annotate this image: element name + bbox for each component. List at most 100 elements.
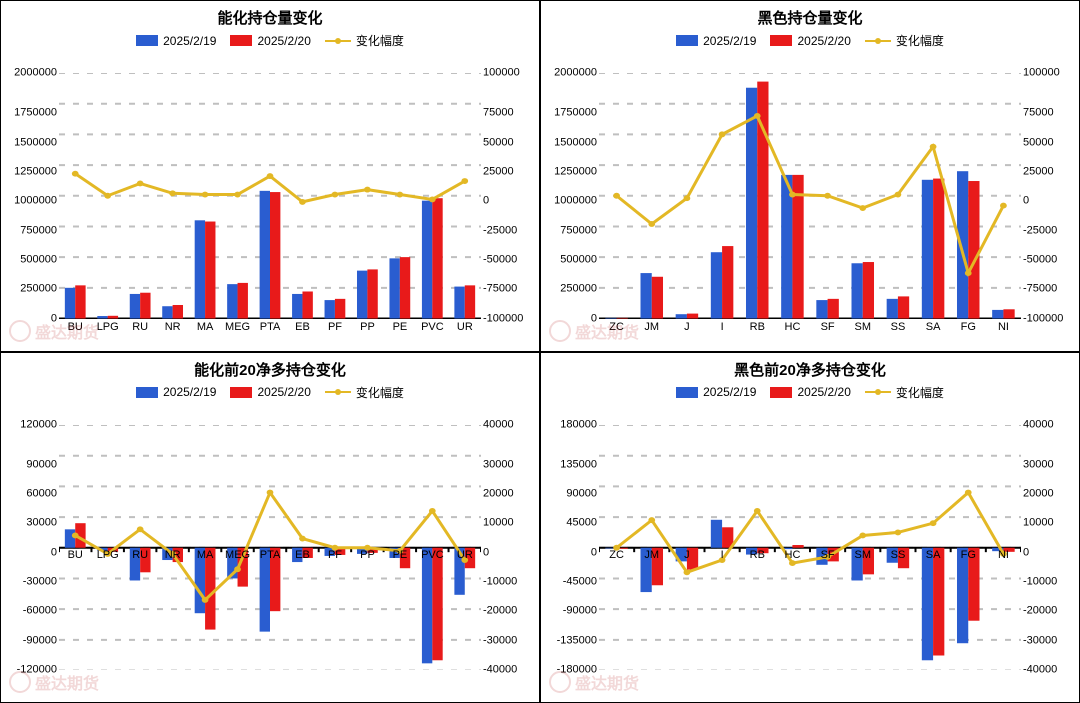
y2-tick-label: 0 <box>1023 196 1029 207</box>
watermark: 盛达期货 <box>549 670 639 694</box>
legend-item-line: 变化幅度 <box>325 384 404 401</box>
y1-tick-label: 120000 <box>20 419 57 430</box>
legend-item-bar1: 2025/2/19 <box>676 34 756 48</box>
x-tick-label: HC <box>775 321 810 351</box>
legend-swatch-bar2 <box>770 387 792 398</box>
legend: 2025/2/19 2025/2/20 变化幅度 <box>541 384 1079 401</box>
y2-tick-label: 20000 <box>1023 489 1054 500</box>
legend-swatch-bar2 <box>230 35 252 46</box>
chart-panel: 黑色前20净多持仓变化2025/2/192025/2/20变化幅度1800001… <box>540 352 1080 703</box>
x-tick-label: HC <box>775 549 810 567</box>
x-tick-label: RB <box>740 549 775 567</box>
y1-tick-label: 1000000 <box>14 196 57 207</box>
y2-tick-label: 30000 <box>483 459 514 470</box>
y2-tick-label: -75000 <box>483 284 517 295</box>
y2-tick-label: -100000 <box>1023 313 1063 324</box>
legend-label-bar2: 2025/2/20 <box>797 34 850 48</box>
legend-swatch-bar1 <box>136 387 158 398</box>
x-tick-label: J <box>669 321 704 351</box>
x-tick-label: SF <box>810 321 845 351</box>
legend: 2025/2/192025/2/20变化幅度 <box>1 32 539 49</box>
y1-tick-label: -45000 <box>563 577 597 588</box>
legend-swatch-bar1 <box>136 35 158 46</box>
legend-label-bar1: 2025/2/19 <box>703 385 756 399</box>
x-tick-label: JM <box>634 549 669 567</box>
watermark-text: 盛达期货 <box>575 670 639 694</box>
x-tick-label: MEG <box>221 321 253 351</box>
y2-tick-label: -10000 <box>483 577 517 588</box>
y1-tick-label: 0 <box>591 547 597 558</box>
y2-tick-label: -30000 <box>1023 635 1057 646</box>
y2-tick-label: -25000 <box>483 225 517 236</box>
legend-item-line: 变化幅度 <box>865 32 944 49</box>
chart-panel: 能化持仓量变化2025/2/192025/2/20变化幅度20000001750… <box>0 0 540 352</box>
y1-tick-label: 90000 <box>26 459 57 470</box>
chart-title: 黑色持仓量变化 <box>541 7 1079 28</box>
watermark-icon <box>549 320 571 342</box>
x-tick-label: PF <box>319 321 351 351</box>
legend-item-bar2: 2025/2/20 <box>770 385 850 399</box>
y2-tick-label: -40000 <box>483 665 517 676</box>
legend-label-bar2: 2025/2/20 <box>257 385 310 399</box>
y1-tick-label: 135000 <box>560 459 597 470</box>
y2-tick-label: 75000 <box>1023 108 1054 119</box>
x-tick-label: SS <box>880 549 915 567</box>
x-tick-label: MA <box>189 321 221 351</box>
y1-tick-label: 750000 <box>20 225 57 236</box>
plot-area <box>599 425 1021 671</box>
legend-label-bar2: 2025/2/20 <box>797 385 850 399</box>
legend-swatch-bar2 <box>230 387 252 398</box>
y2-tick-label: 30000 <box>1023 459 1054 470</box>
y1-tick-label: -30000 <box>23 577 57 588</box>
x-tick-label: MA <box>189 549 221 567</box>
x-tick-label: UR <box>449 549 481 567</box>
x-tick-label: NI <box>986 321 1021 351</box>
watermark: 盛达期货 <box>9 319 99 343</box>
legend-swatch-bar2 <box>770 35 792 46</box>
legend-label-line: 变化幅度 <box>356 384 404 401</box>
y1-tick-label: -90000 <box>563 606 597 617</box>
y2-tick-label: 100000 <box>1023 68 1060 79</box>
y-axis-right: 400003000020000100000-10000-20000-30000-… <box>1023 425 1077 671</box>
watermark-text: 盛达期货 <box>575 319 639 343</box>
x-tick-label: NI <box>986 549 1021 567</box>
y2-tick-label: 40000 <box>1023 419 1054 430</box>
y1-tick-label: -60000 <box>23 606 57 617</box>
x-tick-label: PP <box>351 321 383 351</box>
legend-label-line: 变化幅度 <box>896 384 944 401</box>
x-axis: BULPGRUNRMAMEGPTAEBPFPPPEPVCUR <box>59 549 481 567</box>
x-tick-label: BU <box>59 549 91 567</box>
legend-swatch-line <box>865 35 891 47</box>
y2-tick-label: 40000 <box>483 419 514 430</box>
legend-swatch-bar1 <box>676 387 698 398</box>
x-tick-label: I <box>705 549 740 567</box>
x-tick-label: I <box>705 321 740 351</box>
x-tick-label: SM <box>845 321 880 351</box>
watermark-icon <box>549 671 571 693</box>
y1-tick-label: 1750000 <box>554 108 597 119</box>
plot-area <box>599 73 1021 319</box>
x-tick-label: PVC <box>416 549 448 567</box>
x-axis: BULPGRUNRMAMEGPTAEBPFPPPEPVCUR <box>59 321 481 351</box>
legend-item-bar1: 2025/2/19 <box>136 385 216 399</box>
y1-tick-label: 1000000 <box>554 196 597 207</box>
legend-swatch-line <box>865 386 891 398</box>
y2-tick-label: 0 <box>483 547 489 558</box>
plot-area <box>59 73 481 319</box>
x-tick-label: PE <box>384 549 416 567</box>
x-tick-label: SS <box>880 321 915 351</box>
y2-tick-label: -20000 <box>1023 606 1057 617</box>
x-tick-label: SA <box>916 549 951 567</box>
legend-label-bar1: 2025/2/19 <box>703 34 756 48</box>
y1-tick-label: 0 <box>51 547 57 558</box>
x-tick-label: JM <box>634 321 669 351</box>
y1-tick-label: 250000 <box>560 284 597 295</box>
y-axis-right: 1000007500050000250000-25000-50000-75000… <box>1023 73 1077 319</box>
y2-tick-label: 10000 <box>483 518 514 529</box>
y1-tick-label: 1500000 <box>554 137 597 148</box>
y1-tick-label: 45000 <box>566 518 597 529</box>
x-tick-label: RU <box>124 549 156 567</box>
x-tick-label: PVC <box>416 321 448 351</box>
x-tick-label: RB <box>740 321 775 351</box>
y-axis-left: 1200009000060000300000-30000-60000-90000… <box>3 425 57 671</box>
